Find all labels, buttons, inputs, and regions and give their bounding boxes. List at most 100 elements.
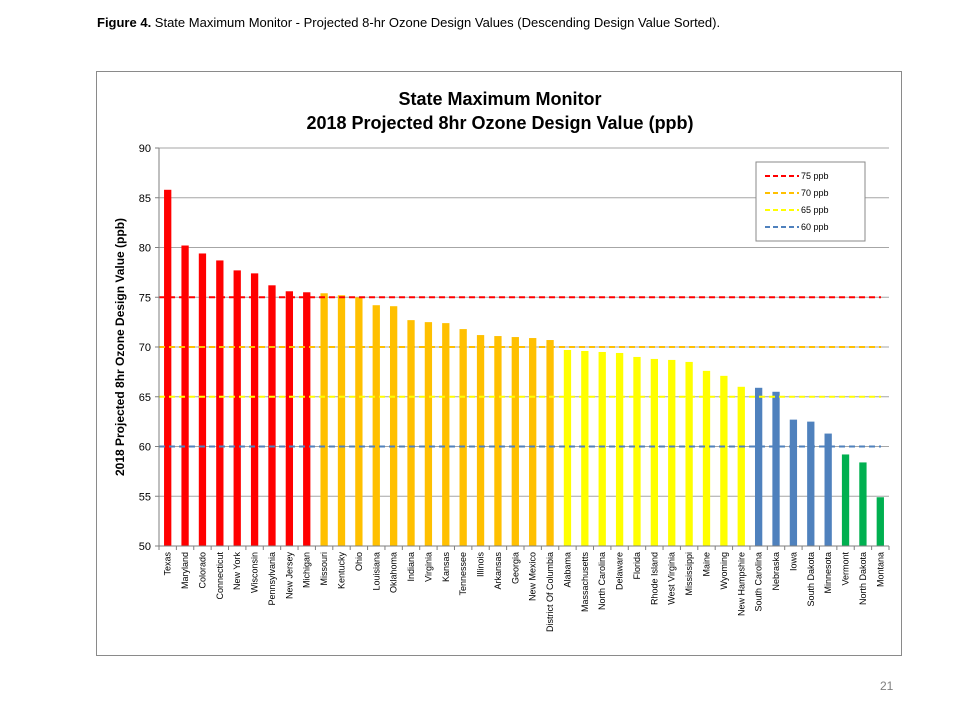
- bar: [650, 358, 659, 546]
- x-category-label: New Jersey: [284, 552, 294, 600]
- bar: [320, 293, 328, 546]
- x-category-label: Oklahoma: [389, 552, 399, 593]
- bar: [807, 421, 815, 546]
- bar: [754, 387, 763, 546]
- x-category-label: West Virginia: [667, 552, 677, 605]
- bar: [407, 320, 415, 546]
- bar: [355, 297, 363, 546]
- bar: [268, 285, 276, 546]
- x-category-label: Kentucky: [337, 552, 347, 590]
- bar: [389, 306, 398, 546]
- y-axis-label: 2018 Projected 8hr Ozone Design Value (p…: [113, 218, 127, 476]
- x-category-label: Pennsylvania: [267, 552, 277, 606]
- x-category-label: Georgia: [510, 552, 520, 584]
- bar: [529, 338, 537, 546]
- legend-label: 75 ppb: [801, 171, 829, 181]
- bar: [598, 351, 606, 546]
- page-number: 21: [880, 679, 894, 693]
- y-tick-label: 85: [139, 193, 151, 205]
- y-tick-label: 70: [139, 342, 151, 354]
- bar: [459, 329, 467, 546]
- bar: [285, 291, 294, 546]
- x-category-label: Montana: [875, 552, 885, 587]
- x-category-labels: Texas Maryland Colorado Connecticut New York…: [163, 552, 886, 633]
- x-category-label: Wyoming: [719, 552, 729, 589]
- y-tick-label: 55: [139, 491, 151, 503]
- legend-label: 70 ppb: [801, 188, 829, 198]
- bar: [337, 295, 346, 546]
- bar: [702, 370, 711, 546]
- x-category-label: Virginia: [423, 552, 433, 582]
- x-category-label: Texas: [163, 552, 173, 576]
- x-category-label: Wisconsin: [250, 552, 260, 593]
- bars: [164, 189, 884, 546]
- y-tick-label: 80: [139, 243, 151, 255]
- x-category-label: Colorado: [197, 552, 207, 589]
- chart-subtitle: 2018 Projected 8hr Ozone Design Value (p…: [306, 113, 693, 133]
- x-category-label: Vermont: [841, 552, 851, 586]
- bar: [633, 356, 641, 546]
- x-category-label: South Dakota: [806, 552, 816, 607]
- x-category-label: Massachusetts: [580, 552, 590, 613]
- chart-title: State Maximum Monitor: [398, 89, 601, 109]
- bar: [303, 292, 311, 546]
- bar: [668, 359, 676, 546]
- x-category-label: Delaware: [615, 552, 625, 590]
- bar: [198, 253, 207, 546]
- y-tick-label: 90: [139, 143, 151, 155]
- x-category-label: Louisiana: [371, 552, 381, 591]
- bar: [424, 322, 433, 546]
- bar: [233, 270, 241, 546]
- x-category-label: Indiana: [406, 552, 416, 582]
- figure-caption-label: Figure 4.: [97, 15, 152, 30]
- x-category-label: Michigan: [302, 552, 312, 588]
- bar: [181, 245, 189, 546]
- bar: [859, 462, 867, 546]
- y-tick-label: 50: [139, 541, 151, 553]
- x-category-label: Alabama: [562, 552, 572, 588]
- x-category-label: North Dakota: [858, 552, 868, 605]
- bar: [546, 340, 554, 546]
- bar: [772, 391, 780, 546]
- y-tick-labels: 50 55 60 65 70 75 80 85 90: [139, 143, 151, 553]
- figure-caption-text: State Maximum Monitor - Projected 8-hr O…: [151, 15, 721, 30]
- x-category-label: Minnesota: [823, 552, 833, 594]
- x-category-label: Iowa: [788, 552, 798, 571]
- bar: [685, 361, 693, 546]
- x-category-label: Ohio: [354, 552, 364, 571]
- reference-lines: [159, 296, 881, 448]
- y-tick-label: 60: [139, 442, 151, 454]
- x-category-label: Arkansas: [493, 552, 503, 590]
- x-category-label: South Carolina: [754, 552, 764, 612]
- x-category-label: Florida: [632, 552, 642, 580]
- bar: [581, 350, 589, 546]
- bar: [720, 375, 728, 546]
- x-category-label: Kansas: [441, 552, 451, 583]
- x-category-label: North Carolina: [597, 552, 607, 610]
- x-category-label: New York: [232, 552, 242, 591]
- x-category-label: Maryland: [180, 552, 190, 589]
- legend: 75 ppb 70 ppb 65 ppb 60 ppb: [755, 161, 866, 242]
- bar: [824, 433, 832, 546]
- bar: [563, 349, 572, 546]
- chart-frame: State Maximum Monitor 2018 Projected 8hr…: [96, 71, 902, 656]
- x-category-label: New Mexico: [528, 552, 538, 601]
- x-category-label: Maine: [702, 552, 712, 577]
- ozone-bar-chart: State Maximum Monitor 2018 Projected 8hr…: [113, 89, 890, 633]
- bar: [841, 454, 850, 546]
- bar: [789, 419, 798, 546]
- bar: [216, 260, 224, 546]
- bar: [615, 352, 624, 546]
- x-category-label: Mississippi: [684, 552, 694, 596]
- bar: [511, 337, 519, 546]
- bar: [494, 336, 502, 546]
- x-category-label: Tennessee: [458, 552, 468, 596]
- bar: [250, 273, 259, 546]
- x-category-label: Illinois: [476, 552, 486, 578]
- x-category-label: District Of Columbia: [545, 552, 555, 632]
- bar: [442, 323, 450, 546]
- x-category-label: New Hampshire: [736, 552, 746, 616]
- bar: [372, 305, 380, 546]
- bar: [476, 335, 485, 546]
- bar: [876, 497, 884, 546]
